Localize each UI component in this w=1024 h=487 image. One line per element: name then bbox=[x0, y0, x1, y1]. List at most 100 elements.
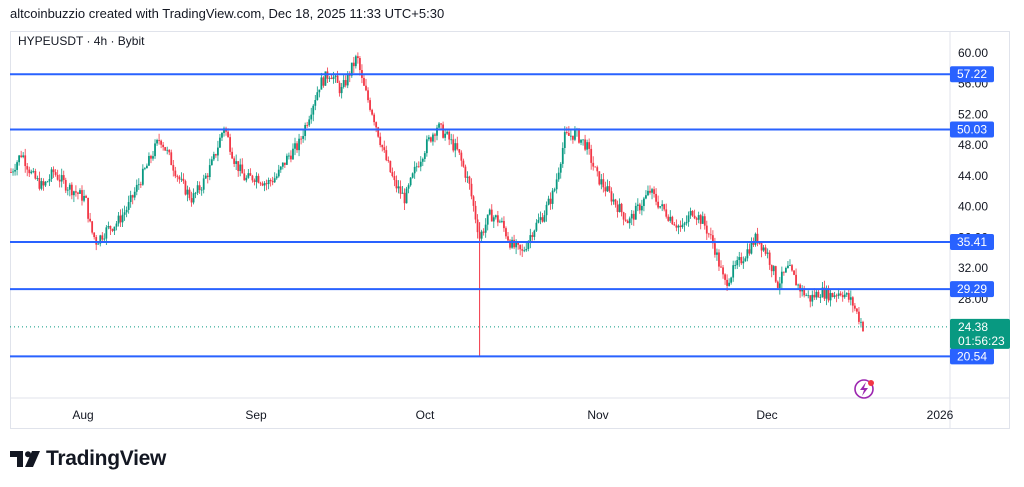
candle-body[interactable] bbox=[184, 181, 187, 195]
candle-body[interactable] bbox=[586, 142, 589, 150]
candle-body[interactable] bbox=[229, 137, 231, 152]
candle-body[interactable] bbox=[659, 206, 662, 208]
candle-body[interactable] bbox=[405, 188, 408, 204]
candle-body[interactable] bbox=[377, 127, 380, 137]
candle-body[interactable] bbox=[219, 137, 221, 148]
candle-body[interactable] bbox=[789, 265, 791, 267]
candle-body[interactable] bbox=[839, 293, 842, 296]
candle-body[interactable] bbox=[559, 163, 562, 173]
candle-body[interactable] bbox=[316, 92, 319, 101]
candle-body[interactable] bbox=[795, 274, 797, 286]
candle-body[interactable] bbox=[837, 293, 840, 296]
candle-body[interactable] bbox=[665, 209, 668, 217]
candle-body[interactable] bbox=[288, 155, 290, 157]
candle-body[interactable] bbox=[148, 155, 150, 166]
candle-body[interactable] bbox=[292, 148, 294, 160]
candle-body[interactable] bbox=[501, 220, 503, 222]
candle-body[interactable] bbox=[365, 85, 367, 91]
candle-body[interactable] bbox=[476, 219, 479, 233]
candle-body[interactable] bbox=[221, 132, 223, 138]
candle-body[interactable] bbox=[774, 266, 777, 282]
candle-body[interactable] bbox=[152, 156, 154, 159]
candle-body[interactable] bbox=[750, 241, 753, 254]
candle-body[interactable] bbox=[97, 243, 100, 245]
candle-body[interactable] bbox=[91, 221, 94, 233]
candle-body[interactable] bbox=[119, 215, 122, 223]
candle-body[interactable] bbox=[503, 220, 505, 229]
candle-body[interactable] bbox=[46, 181, 49, 183]
candle-body[interactable] bbox=[782, 271, 785, 273]
candle-body[interactable] bbox=[622, 212, 625, 220]
candle-body[interactable] bbox=[754, 233, 757, 245]
candle-body[interactable] bbox=[695, 218, 698, 220]
candle-body[interactable] bbox=[567, 132, 570, 136]
candle-body[interactable] bbox=[373, 114, 376, 123]
candle-body[interactable] bbox=[32, 171, 35, 172]
candle-body[interactable] bbox=[827, 288, 830, 301]
candle-body[interactable] bbox=[14, 169, 16, 172]
candle-body[interactable] bbox=[403, 192, 406, 204]
candle-body[interactable] bbox=[285, 155, 288, 165]
candle-body[interactable] bbox=[561, 147, 564, 164]
candle-body[interactable] bbox=[334, 75, 337, 77]
candle-body[interactable] bbox=[168, 149, 171, 153]
candle-body[interactable] bbox=[853, 305, 856, 309]
candle-body[interactable] bbox=[379, 136, 382, 146]
candle-body[interactable] bbox=[841, 295, 844, 298]
candle-body[interactable] bbox=[858, 311, 860, 322]
candle-body[interactable] bbox=[590, 148, 593, 163]
candle-body[interactable] bbox=[241, 164, 244, 174]
candle-body[interactable] bbox=[93, 232, 96, 238]
candle-body[interactable] bbox=[143, 168, 146, 170]
candle-body[interactable] bbox=[68, 184, 71, 190]
candle-body[interactable] bbox=[188, 189, 191, 199]
candle-body[interactable] bbox=[423, 153, 426, 159]
candle-body[interactable] bbox=[849, 297, 852, 300]
candle-body[interactable] bbox=[669, 216, 672, 221]
symbol-title[interactable]: HYPEUSDT · 4h · Bybit bbox=[18, 34, 145, 48]
candle-body[interactable] bbox=[515, 242, 518, 248]
candle-body[interactable] bbox=[527, 241, 530, 249]
candle-body[interactable] bbox=[640, 205, 643, 211]
candle-body[interactable] bbox=[732, 265, 735, 278]
candle-body[interactable] bbox=[192, 193, 195, 203]
candle-body[interactable] bbox=[791, 265, 793, 271]
candle-body[interactable] bbox=[79, 190, 81, 194]
candle-body[interactable] bbox=[677, 225, 680, 228]
candle-body[interactable] bbox=[539, 217, 542, 220]
candle-body[interactable] bbox=[60, 175, 63, 182]
candle-body[interactable] bbox=[679, 225, 682, 228]
candle-body[interactable] bbox=[75, 191, 77, 193]
candle-body[interactable] bbox=[574, 130, 576, 140]
candle-body[interactable] bbox=[484, 224, 487, 233]
candle-body[interactable] bbox=[541, 217, 544, 222]
candle-body[interactable] bbox=[369, 100, 371, 110]
candle-body[interactable] bbox=[685, 221, 688, 224]
candle-body[interactable] bbox=[352, 62, 355, 67]
candle-body[interactable] bbox=[64, 180, 67, 191]
candle-body[interactable] bbox=[62, 175, 65, 181]
candle-body[interactable] bbox=[314, 100, 317, 106]
candle-body[interactable] bbox=[10, 172, 12, 173]
candle-body[interactable] bbox=[490, 209, 493, 222]
candle-body[interactable] bbox=[308, 119, 311, 126]
candle-body[interactable] bbox=[582, 139, 584, 141]
candle-body[interactable] bbox=[411, 173, 414, 178]
candle-body[interactable] bbox=[663, 204, 666, 210]
candle-body[interactable] bbox=[799, 284, 802, 292]
candle-body[interactable] bbox=[813, 294, 816, 298]
candle-body[interactable] bbox=[38, 178, 41, 189]
candle-body[interactable] bbox=[206, 175, 209, 178]
candle-body[interactable] bbox=[815, 291, 818, 298]
candle-body[interactable] bbox=[432, 134, 434, 142]
candle-body[interactable] bbox=[553, 189, 556, 191]
candle-body[interactable] bbox=[141, 168, 144, 185]
candle-body[interactable] bbox=[340, 87, 343, 94]
candle-body[interactable] bbox=[269, 180, 272, 182]
candle-body[interactable] bbox=[714, 243, 716, 255]
candle-body[interactable] bbox=[401, 192, 404, 194]
candle-body[interactable] bbox=[507, 236, 509, 241]
candle-body[interactable] bbox=[612, 199, 615, 202]
candle-body[interactable] bbox=[200, 189, 203, 191]
